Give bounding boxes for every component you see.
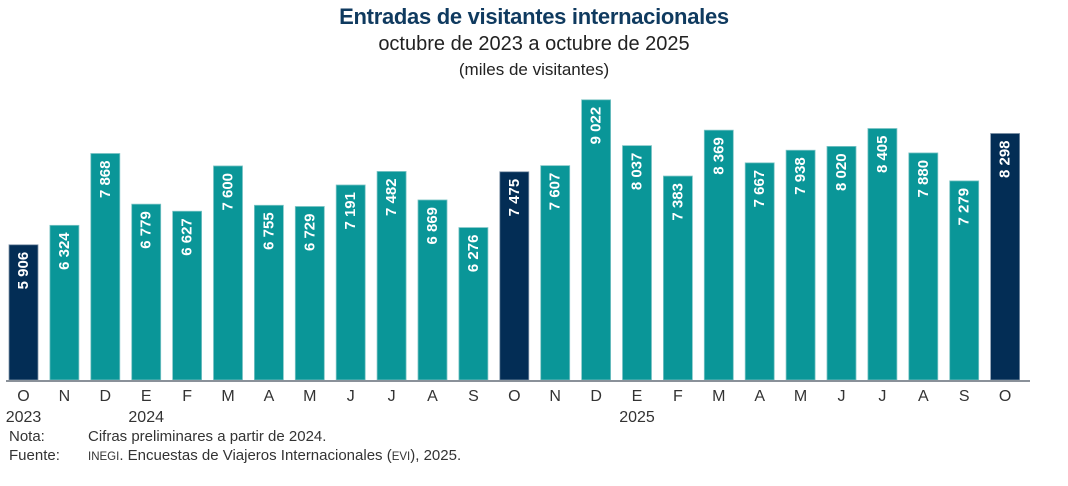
bar-18 (744, 162, 775, 381)
x-tick-label-7: M (303, 388, 316, 405)
chart-subtitle: octubre de 2023 a octubre de 2025 (378, 33, 690, 55)
x-tick-label-15: E (632, 388, 643, 405)
bar-4 (172, 210, 203, 381)
x-tick-label-18: A (754, 388, 765, 405)
x-tick-label-1: N (59, 388, 71, 405)
note-text: Cifras preliminares a partir de 2024. (88, 428, 327, 445)
chart-units: (miles de visitantes) (458, 60, 610, 79)
x-tick-label-0: O (17, 388, 29, 405)
x-tick-label-9: J (388, 388, 396, 405)
data-label-24: 8 298 (997, 140, 1014, 178)
x-tick-label-21: J (878, 388, 886, 405)
data-label-6: 6 755 (260, 212, 277, 250)
data-label-12: 7 475 (506, 179, 523, 217)
data-label-13: 7 607 (547, 173, 564, 211)
x-tick-label-13: N (549, 388, 561, 405)
data-label-23: 7 279 (956, 188, 973, 226)
x-tick-label-4: F (182, 388, 192, 405)
data-label-2: 7 868 (97, 160, 114, 198)
data-label-18: 7 667 (751, 170, 768, 208)
bar-20 (826, 146, 857, 381)
data-label-20: 8 020 (833, 153, 850, 191)
bar-12 (499, 171, 530, 381)
data-label-10: 6 869 (424, 207, 441, 245)
data-label-19: 7 938 (792, 157, 809, 195)
chart-title: Entradas de visitantes internacionales (339, 4, 729, 29)
data-label-7: 6 729 (301, 213, 318, 251)
bar-14 (581, 99, 611, 381)
bar-3 (131, 203, 162, 381)
x-tick-label-22: A (918, 388, 929, 405)
bar-8 (335, 184, 366, 381)
bars-group: 5 906 6 324 7 868 6 779 6 627 7 600 6 755 6 729… (8, 99, 1020, 381)
x-tick-label-10: A (427, 388, 438, 405)
bar-16 (663, 175, 693, 381)
note-row: Nota: Cifras preliminares a partir de 202… (9, 428, 326, 445)
bar-15 (622, 145, 652, 381)
data-label-5: 7 600 (220, 173, 237, 211)
data-label-15: 8 037 (629, 153, 646, 191)
source-abbr: EVI (391, 451, 411, 463)
x-tick-label-8: J (347, 388, 355, 405)
year-label-2: 2025 (619, 409, 655, 426)
data-label-4: 6 627 (179, 218, 196, 256)
bar-22 (908, 152, 939, 381)
bar-9 (376, 171, 407, 381)
data-label-14: 9 022 (588, 107, 605, 145)
x-tick-labels: O N D E F M A M J J A S O N D E F M A M J J A S O 2023 2024 2025 (6, 388, 1012, 426)
bar-13 (540, 165, 571, 381)
x-tick-label-3: E (141, 388, 152, 405)
data-label-3: 6 779 (138, 211, 155, 249)
source-org: INEGI (88, 451, 120, 463)
bar-23 (949, 180, 980, 381)
data-label-21: 8 405 (874, 136, 891, 174)
bar-21 (867, 128, 898, 381)
data-label-9: 7 482 (383, 178, 400, 216)
source-label: Fuente: (9, 447, 60, 464)
source-text-2: ), 2025. (410, 447, 462, 464)
data-label-1: 6 324 (56, 232, 73, 270)
x-tick-label-5: M (221, 388, 234, 405)
x-tick-label-17: M (712, 388, 725, 405)
bar-19 (785, 149, 816, 381)
data-label-16: 7 383 (669, 183, 686, 221)
bar-11 (458, 227, 489, 381)
bar-0 (8, 244, 39, 381)
x-tick-label-14: D (590, 388, 602, 405)
data-label-17: 8 369 (710, 137, 727, 175)
bar-5 (213, 165, 243, 381)
year-label-0: 2023 (6, 409, 42, 426)
x-tick-label-11: S (468, 388, 479, 405)
x-tick-label-12: O (508, 388, 520, 405)
x-tick-label-20: J (838, 388, 846, 405)
x-tick-label-2: D (100, 388, 112, 405)
bar-1 (49, 224, 80, 381)
data-label-0: 5 906 (15, 252, 32, 290)
x-tick-label-19: M (794, 388, 807, 405)
data-label-11: 6 276 (465, 235, 482, 273)
x-tick-label-16: F (673, 388, 683, 405)
source-row: Fuente: INEGI. Encuestas de Viajeros Inte… (9, 447, 461, 464)
x-tick-label-6: A (264, 388, 275, 405)
year-label-1: 2024 (128, 409, 164, 426)
source-text-1: . Encuestas de Viajeros Internacionales … (119, 447, 392, 464)
x-tick-label-23: S (959, 388, 970, 405)
data-label-8: 7 191 (342, 192, 359, 230)
bar-2 (90, 153, 121, 381)
note-label: Nota: (9, 428, 45, 445)
data-label-22: 7 880 (915, 160, 932, 198)
bar-10 (417, 199, 448, 381)
bar-24 (990, 133, 1020, 381)
x-tick-label-24: O (999, 388, 1011, 405)
